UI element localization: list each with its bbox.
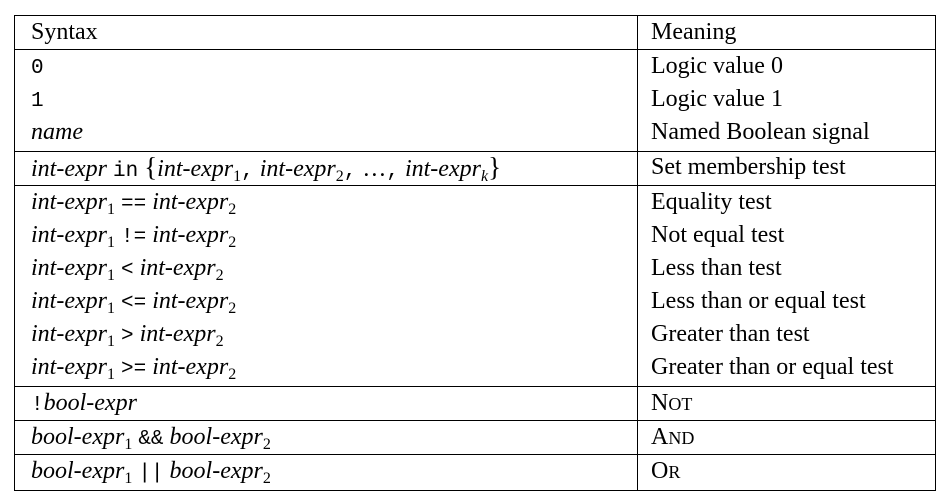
meaning-cell: Set membership test [651, 154, 846, 180]
meaning-cell: Less than test [651, 255, 782, 281]
meaning-cell: OR [651, 458, 681, 484]
table-row: int-expr1 != int-expr2 Not equal test [15, 219, 935, 252]
hcl-expression-table: Syntax Meaning 0 Logic value 0 1 Logic v… [14, 15, 936, 491]
divider-and [15, 454, 935, 455]
table-row: int-expr1 > int-expr2 Greater than test [15, 318, 935, 351]
header-meaning: Meaning [651, 19, 737, 45]
syntax-cell: int-expr1 == int-expr2 [31, 189, 237, 218]
divider-setmem [15, 185, 935, 186]
table-row: int-expr1 >= int-expr2 Greater than or e… [15, 351, 935, 384]
syntax-cell: int-expr1 != int-expr2 [31, 222, 237, 251]
divider-compare [15, 386, 935, 387]
divider-basic [15, 151, 935, 152]
meaning-cell: Logic value 0 [651, 53, 783, 79]
table-row: 0 Logic value 0 [15, 50, 935, 83]
header-row: Syntax Meaning [15, 16, 935, 49]
syntax-cell: 0 [31, 57, 44, 80]
divider-not [15, 420, 935, 421]
meaning-cell: Equality test [651, 189, 772, 215]
table-row: int-expr1 == int-expr2 Equality test [15, 186, 935, 219]
syntax-cell: int-expr in {int-expr1, int-expr2, …, in… [31, 152, 502, 185]
meaning-cell: Named Boolean signal [651, 119, 870, 145]
syntax-cell: bool-expr1 || bool-expr2 [31, 458, 271, 487]
header-syntax: Syntax [31, 19, 98, 45]
column-divider [637, 16, 638, 490]
syntax-cell: name [31, 119, 83, 145]
meaning-cell: Logic value 1 [651, 86, 783, 112]
meaning-cell: Less than or equal test [651, 288, 866, 314]
divider-header [15, 49, 935, 50]
table-row: 1 Logic value 1 [15, 83, 935, 116]
table-row: name Named Boolean signal [15, 116, 935, 149]
table-row: bool-expr1 && bool-expr2 AND [15, 421, 935, 454]
table-row: int-expr1 <= int-expr2 Less than or equa… [15, 285, 935, 318]
table-row: !bool-expr NOT [15, 387, 935, 420]
syntax-cell: bool-expr1 && bool-expr2 [31, 424, 271, 453]
meaning-cell: Greater than test [651, 321, 810, 347]
table-row: bool-expr1 || bool-expr2 OR [15, 455, 935, 488]
meaning-cell: NOT [651, 390, 693, 416]
table-row: int-expr in {int-expr1, int-expr2, …, in… [15, 151, 935, 185]
syntax-cell: int-expr1 <= int-expr2 [31, 288, 237, 317]
table-row: int-expr1 < int-expr2 Less than test [15, 252, 935, 285]
meaning-cell: Greater than or equal test [651, 354, 894, 380]
syntax-cell: 1 [31, 90, 44, 113]
syntax-cell: !bool-expr [31, 390, 137, 417]
syntax-cell: int-expr1 >= int-expr2 [31, 354, 237, 383]
meaning-cell: Not equal test [651, 222, 785, 248]
syntax-cell: int-expr1 < int-expr2 [31, 255, 224, 284]
meaning-cell: AND [651, 424, 695, 450]
syntax-cell: int-expr1 > int-expr2 [31, 321, 224, 350]
